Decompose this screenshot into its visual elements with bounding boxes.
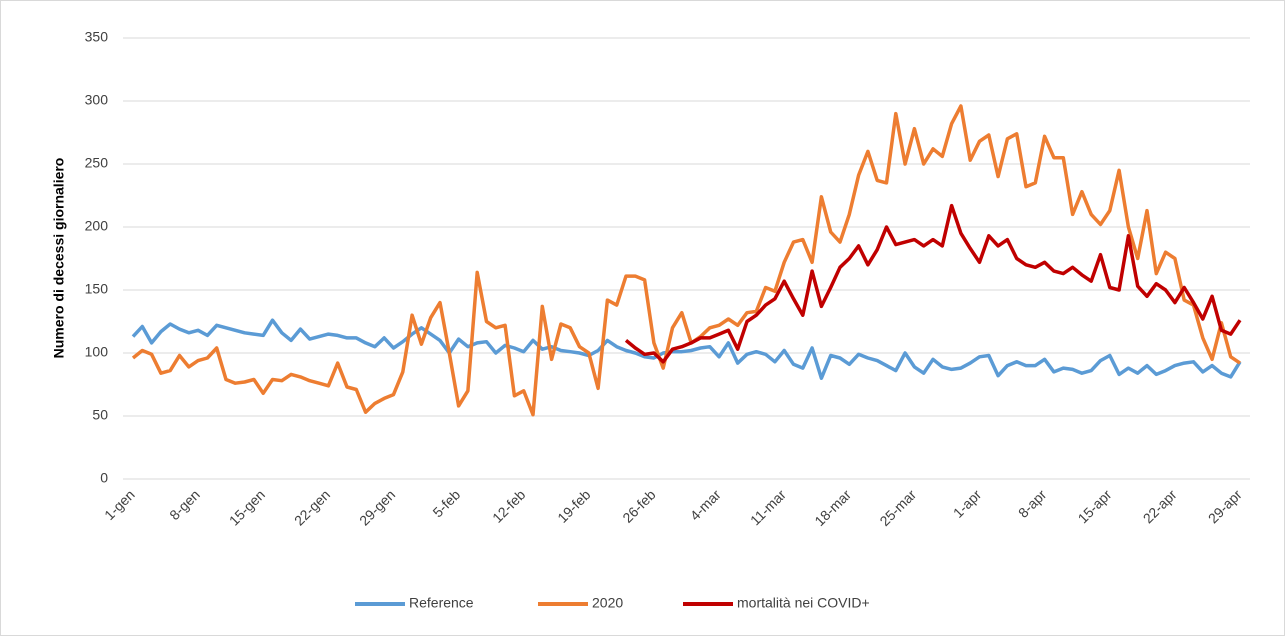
series-line (624, 203, 1242, 364)
y-tick-label: 100 (85, 344, 109, 360)
series-line (131, 104, 1241, 417)
y-tick-label: 150 (85, 281, 109, 297)
legend-label: mortalità nei COVID+ (737, 595, 870, 611)
legend-label: 2020 (592, 595, 623, 611)
y-tick-label: 200 (85, 218, 109, 234)
y-tick-label: 0 (100, 470, 108, 486)
y-tick-label: 300 (85, 92, 109, 108)
series-line (131, 318, 1242, 380)
y-tick-label: 50 (92, 407, 108, 423)
y-axis-label: Numero di decessi giornaliero (51, 158, 67, 359)
legend-label: Reference (409, 595, 474, 611)
y-tick-label: 350 (85, 29, 109, 45)
y-tick-label: 250 (85, 155, 109, 171)
